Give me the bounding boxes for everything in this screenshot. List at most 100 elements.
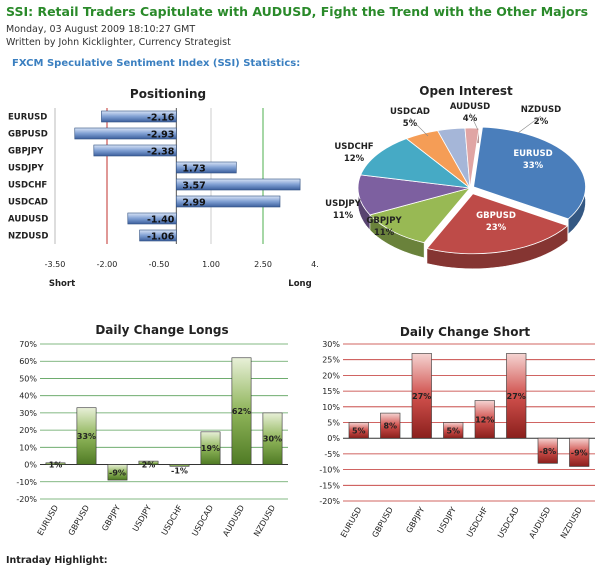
bar xyxy=(169,464,190,467)
pie-label-pct: 4% xyxy=(463,114,478,124)
pie-label-name: EURUSD xyxy=(513,149,552,159)
y-tick-label: 60% xyxy=(19,357,37,366)
daily-change-short-title: Daily Change Short xyxy=(400,325,531,339)
pie-leader-line xyxy=(517,115,542,134)
pie-label-pct: 11% xyxy=(374,228,395,238)
y-tick-label: 20% xyxy=(19,426,37,435)
pie-slice-eurusd xyxy=(473,126,586,220)
bar xyxy=(231,357,252,465)
bar xyxy=(506,353,527,439)
bar-value-label: -9% xyxy=(109,468,126,477)
y-tick-label: -20% xyxy=(16,495,37,504)
pie-label-pct: 12% xyxy=(344,154,365,164)
bar-value-label: 2% xyxy=(142,461,156,470)
positioning-x-tick: -2.00 xyxy=(97,260,118,269)
x-tick-label: USDJPY xyxy=(131,503,153,533)
bar-value-label: 5% xyxy=(446,426,460,435)
y-tick-label: -5% xyxy=(324,450,340,459)
positioning-x-tick: -3.50 xyxy=(45,260,66,269)
x-tick-label: USDCAD xyxy=(190,504,215,538)
bar xyxy=(411,353,432,439)
positioning-bar xyxy=(74,127,177,140)
bar xyxy=(348,422,369,439)
positioning-x-tick: -0.50 xyxy=(149,260,170,269)
pie-leader-line xyxy=(409,117,429,137)
pie-label-name: GBPJPY xyxy=(366,216,402,226)
x-tick-label: GBPJPY xyxy=(100,503,122,532)
bar xyxy=(262,412,283,465)
bar xyxy=(569,437,590,467)
positioning-category-label: USDCHF xyxy=(8,181,47,191)
pie-label-pct: 23% xyxy=(486,223,507,233)
page-headline: SSI: Retail Traders Capitulate with AUDU… xyxy=(6,4,589,19)
positioning-bar xyxy=(139,229,177,242)
pie-slice-gbpjpy xyxy=(369,187,472,244)
bar-value-label: 1% xyxy=(49,461,63,470)
daily-change-short-chart: Daily Change Short 30% 25% 20% 15% 10% 5% 0% -5… xyxy=(319,325,595,540)
positioning-bar xyxy=(176,178,301,191)
bar xyxy=(138,460,159,465)
pie-label-name: USDCAD xyxy=(390,107,430,117)
article-date: Monday, 03 August 2009 18:10:27 GMT xyxy=(6,24,196,35)
y-tick-label: 10% xyxy=(322,403,340,412)
intraday-highlight-label: Intraday Highlight: xyxy=(6,555,108,566)
pie-slice-gbpusd xyxy=(426,193,569,255)
bar xyxy=(76,407,97,465)
bar-value-label: 27% xyxy=(507,392,526,401)
pie-leader-line xyxy=(469,112,479,131)
y-tick-label: 0% xyxy=(24,461,37,470)
long-caption: Long xyxy=(288,279,311,289)
positioning-category-label: GBPUSD xyxy=(8,130,48,140)
positioning-chart-title: Positioning xyxy=(130,87,206,101)
bar xyxy=(200,431,221,465)
x-tick-label: USDCHF xyxy=(465,505,490,539)
x-tick-label: USDCHF xyxy=(160,503,185,537)
y-tick-label: 70% xyxy=(19,340,37,349)
positioning-category-label: USDCAD xyxy=(8,198,48,208)
bar-value-label: 30% xyxy=(263,435,282,444)
positioning-category-label: NZDUSD xyxy=(8,232,48,242)
daily-change-longs-chart: Daily Change Longs 70% 60% 50% 40% 30% 20% 10%… xyxy=(16,323,288,538)
pie-label-pct: 2% xyxy=(534,117,549,127)
bar-value-label: 5% xyxy=(352,426,366,435)
bar xyxy=(474,400,495,439)
y-tick-label: -10% xyxy=(319,466,340,475)
bar-value-label: -1% xyxy=(171,467,188,476)
pie-label-name: AUDUSD xyxy=(450,102,490,112)
y-tick-label: 0% xyxy=(327,434,340,443)
bar-value-label: -9% xyxy=(571,448,588,457)
bar-value-label: 8% xyxy=(383,422,397,431)
positioning-bar xyxy=(93,144,177,157)
y-tick-label: 25% xyxy=(322,356,340,365)
x-tick-label: GBPUSD xyxy=(370,506,395,540)
bar-value-label: 27% xyxy=(412,392,431,401)
x-tick-label: AUDUSD xyxy=(527,506,552,540)
positioning-value-label: 3.57 xyxy=(182,181,205,192)
y-tick-label: 30% xyxy=(19,409,37,418)
positioning-value-label: -1.40 xyxy=(147,215,175,226)
y-tick-label: 40% xyxy=(19,392,37,401)
pie-label-name: GBPUSD xyxy=(476,211,516,221)
x-tick-label: EURUSD xyxy=(339,506,364,540)
x-tick-label: USDJPY xyxy=(436,505,458,535)
positioning-bar xyxy=(176,195,281,208)
positioning-category-label: EURUSD xyxy=(8,113,47,123)
positioning-category-label: USDJPY xyxy=(8,164,44,174)
positioning-x-tick: 1.00 xyxy=(202,260,220,269)
y-tick-label: -20% xyxy=(319,497,340,506)
daily-change-longs-title: Daily Change Longs xyxy=(95,323,228,337)
positioning-value-label: 1.73 xyxy=(182,164,205,175)
positioning-category-label: AUDUSD xyxy=(8,215,48,225)
x-tick-label: EURUSD xyxy=(36,504,61,538)
positioning-bar xyxy=(176,161,237,174)
x-tick-label: AUDUSD xyxy=(221,504,246,538)
bar-value-label: 62% xyxy=(232,407,251,416)
x-tick-label: USDCAD xyxy=(496,506,521,540)
pie-label-pct: 33% xyxy=(523,161,544,171)
y-tick-label: -10% xyxy=(16,478,37,487)
y-tick-label: 15% xyxy=(322,387,340,396)
positioning-bar xyxy=(101,110,177,123)
positioning-category-label: GBPJPY xyxy=(8,147,44,157)
bar xyxy=(443,422,464,439)
y-tick-label: 30% xyxy=(322,340,340,349)
